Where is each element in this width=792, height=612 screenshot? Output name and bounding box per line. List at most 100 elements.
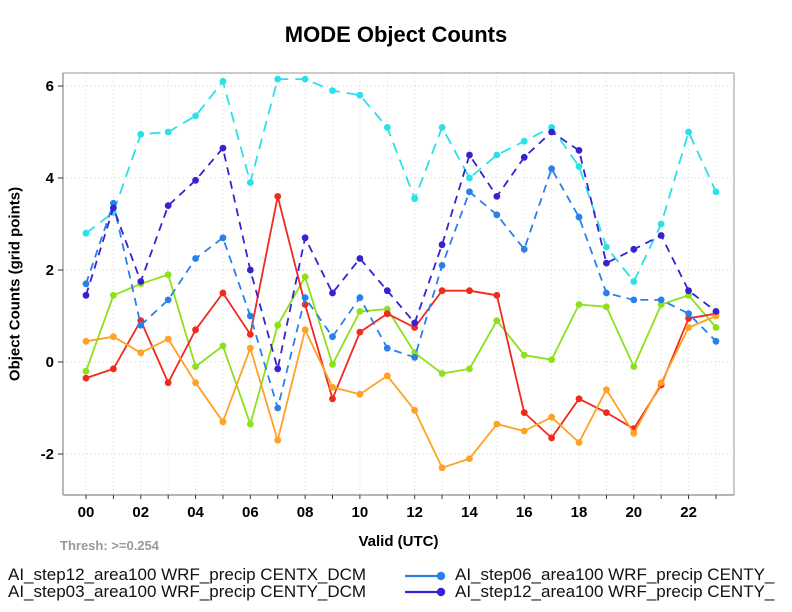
x-tick-label: 22 xyxy=(680,504,697,521)
series-point xyxy=(192,379,199,387)
series-point xyxy=(164,379,172,387)
legend-item-label: AI_step03_area100 WRF_precip CENTY_DCM xyxy=(8,582,367,601)
series-point xyxy=(548,356,556,364)
series-point xyxy=(630,245,638,253)
series-point xyxy=(383,344,391,352)
series-point xyxy=(657,296,665,304)
x-tick-label: 10 xyxy=(352,504,369,521)
series-point xyxy=(164,202,172,210)
series-point xyxy=(712,308,720,315)
series-point xyxy=(685,128,692,136)
series-point xyxy=(109,365,117,373)
x-tick-label: 04 xyxy=(187,504,204,521)
series-point xyxy=(575,395,583,403)
series-point xyxy=(493,317,501,324)
series-point xyxy=(219,78,227,85)
series-point xyxy=(548,434,556,442)
series-point xyxy=(246,266,254,274)
series-point xyxy=(82,367,90,375)
series-point xyxy=(82,374,90,382)
series-point xyxy=(685,310,692,318)
series-point xyxy=(657,220,665,228)
y-tick-label: -2 xyxy=(41,446,54,463)
series-point xyxy=(466,455,473,462)
series-point xyxy=(520,351,528,359)
series-point xyxy=(274,436,282,444)
series-point xyxy=(520,427,528,435)
series-point xyxy=(274,365,282,373)
y-tick-label: 4 xyxy=(46,170,55,187)
series-point xyxy=(493,193,501,200)
series-point xyxy=(603,409,610,416)
series-point xyxy=(466,151,473,159)
y-tick-label: 0 xyxy=(46,354,54,371)
series-point xyxy=(329,395,336,403)
series-point xyxy=(712,337,720,345)
series-point xyxy=(603,289,610,297)
series-point xyxy=(192,326,199,334)
series-point xyxy=(712,188,720,196)
series-point xyxy=(329,87,336,94)
series-point xyxy=(356,91,364,99)
x-axis-label: Valid (UTC) xyxy=(358,533,439,550)
series-point xyxy=(137,278,145,285)
series-point xyxy=(192,363,199,370)
series-point xyxy=(329,333,336,341)
series-point xyxy=(82,291,90,299)
series-point xyxy=(493,151,501,159)
series-point xyxy=(466,188,473,196)
legend-swatch-dot xyxy=(436,571,446,581)
series-point xyxy=(219,418,227,426)
series-point xyxy=(520,245,528,253)
series-point xyxy=(274,193,282,200)
series-point xyxy=(164,296,172,304)
series-line xyxy=(85,78,717,283)
series-point xyxy=(219,234,227,242)
x-tick-label: 02 xyxy=(132,504,149,521)
series-point xyxy=(301,273,309,281)
x-tick-label: 06 xyxy=(242,504,259,521)
x-tick-label: 08 xyxy=(297,504,314,521)
series-point xyxy=(356,390,364,398)
series-point xyxy=(520,137,528,145)
series-point xyxy=(466,365,473,373)
series-point xyxy=(411,319,419,327)
legend-item-label: AI_step12_area100 WRF_precip CENTY_ xyxy=(455,582,775,601)
x-tick-label: 16 xyxy=(516,504,533,521)
series-point xyxy=(575,147,583,154)
series-point xyxy=(520,409,528,416)
series-point xyxy=(493,420,501,428)
series-point xyxy=(630,363,638,370)
series-point xyxy=(137,130,145,138)
series-point xyxy=(356,255,364,262)
series-point xyxy=(383,310,391,318)
series-point xyxy=(301,75,309,83)
series-point xyxy=(685,324,692,331)
legend-swatch-dot xyxy=(436,587,446,597)
x-tick-label: 14 xyxy=(461,504,478,521)
series-point xyxy=(383,372,391,380)
y-axis-label: Object Counts (grid points) xyxy=(6,186,24,382)
series-point xyxy=(438,370,446,377)
series-point xyxy=(712,324,720,331)
series-point xyxy=(411,195,419,203)
series-point xyxy=(246,331,254,338)
series-point xyxy=(192,112,199,120)
y-tick-label: 6 xyxy=(46,78,54,95)
series-point xyxy=(82,280,90,288)
series-point xyxy=(246,179,254,187)
series-point xyxy=(603,243,610,251)
series-point xyxy=(603,386,610,393)
series-point xyxy=(219,144,227,152)
series-point xyxy=(274,75,282,83)
series-point xyxy=(164,335,172,343)
x-tick-label: 18 xyxy=(571,504,588,521)
legend-item-label: AI_step12_area100 WRF_precip CENTX_DCM xyxy=(8,565,367,584)
series-point xyxy=(356,308,364,315)
series-point xyxy=(192,176,199,184)
series-point xyxy=(548,128,556,136)
series-point xyxy=(356,328,364,336)
series-point xyxy=(274,321,282,329)
series-line xyxy=(85,167,717,409)
